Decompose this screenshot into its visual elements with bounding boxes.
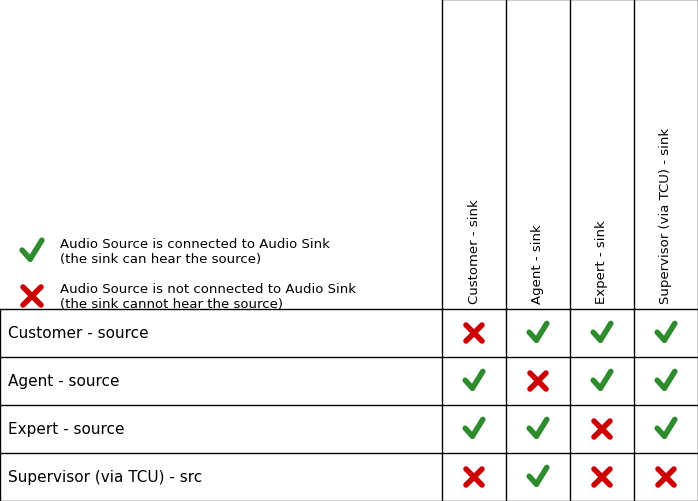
Text: Agent - sink: Agent - sink: [531, 224, 544, 304]
Text: (the sink cannot hear the source): (the sink cannot hear the source): [60, 298, 283, 311]
Text: Audio Source is connected to Audio Sink: Audio Source is connected to Audio Sink: [60, 237, 330, 250]
Text: Supervisor (via TCU) - sink: Supervisor (via TCU) - sink: [660, 128, 672, 304]
Text: Customer - sink: Customer - sink: [468, 199, 480, 304]
Text: (the sink can hear the source): (the sink can hear the source): [60, 253, 261, 266]
Text: Expert - sink: Expert - sink: [595, 220, 609, 304]
Text: Expert - source: Expert - source: [8, 422, 124, 437]
Text: Supervisor (via TCU) - src: Supervisor (via TCU) - src: [8, 469, 202, 484]
Text: Audio Source is not connected to Audio Sink: Audio Source is not connected to Audio S…: [60, 282, 356, 295]
Text: Customer - source: Customer - source: [8, 326, 149, 341]
Text: Agent - source: Agent - source: [8, 374, 119, 389]
